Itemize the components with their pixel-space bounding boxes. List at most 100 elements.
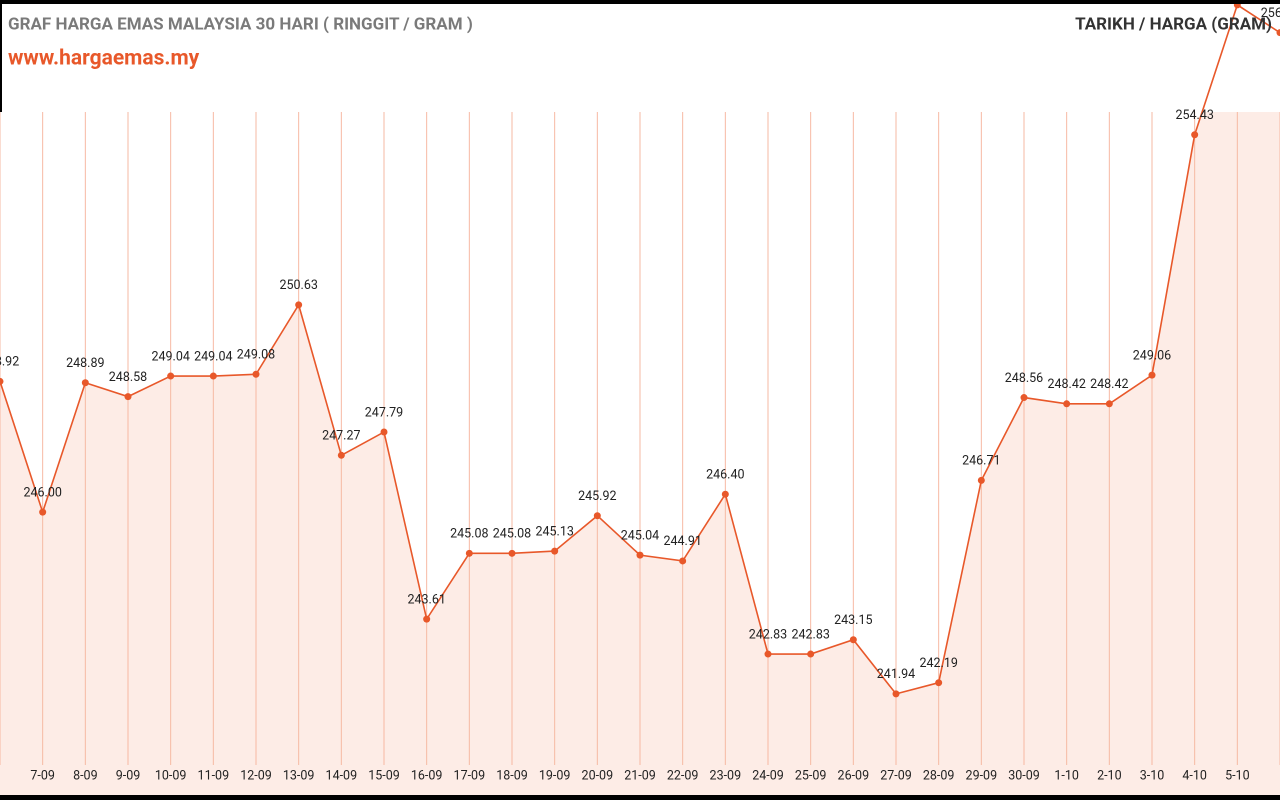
value-label: 247.27: [322, 429, 360, 444]
point: [423, 615, 431, 623]
x-tick-label: 14-09: [326, 768, 358, 783]
value-label: 247.79: [365, 405, 403, 420]
x-tick-label: 29-09: [966, 768, 998, 783]
value-label: 248.42: [1090, 377, 1128, 392]
point: [508, 549, 516, 557]
header-bg: [0, 0, 1280, 112]
value-label: 246.40: [706, 468, 744, 483]
x-tick-label: 19-09: [539, 768, 571, 783]
x-tick-label: 30-09: [1008, 768, 1040, 783]
value-label: 241.94: [877, 667, 915, 682]
value-label: 248.42: [1047, 377, 1085, 392]
point: [465, 549, 473, 557]
value-label: 242.83: [791, 627, 829, 642]
point: [636, 551, 644, 559]
point: [0, 377, 4, 385]
point: [124, 393, 132, 401]
value-label: 245.08: [493, 527, 531, 542]
value-label: 243.15: [834, 613, 872, 628]
point: [593, 512, 601, 520]
point: [764, 650, 772, 658]
point: [209, 372, 217, 380]
point: [337, 451, 345, 459]
x-tick-label: 23-09: [710, 768, 742, 783]
x-tick-label: 12-09: [240, 768, 272, 783]
x-tick-label: 26-09: [838, 768, 870, 783]
value-label: 245.92: [578, 489, 616, 504]
point: [1148, 371, 1156, 379]
point: [39, 508, 47, 516]
bottom-border: [0, 795, 1280, 800]
x-tick-label: 8-09: [73, 768, 98, 783]
point: [935, 679, 943, 687]
point: [81, 379, 89, 387]
x-tick-label: 7-09: [30, 768, 55, 783]
point: [1063, 400, 1071, 408]
x-tick-label: 21-09: [624, 768, 656, 783]
x-tick-label: 25-09: [795, 768, 827, 783]
value-label: 254.43: [1175, 108, 1213, 123]
value-label: 245.08: [450, 527, 488, 542]
point: [167, 372, 175, 380]
point: [721, 490, 729, 498]
chart-subtitle: www.hargaemas.my: [8, 47, 200, 71]
point: [849, 636, 857, 644]
x-tick-label: 27-09: [880, 768, 912, 783]
point: [380, 428, 388, 436]
point: [807, 650, 815, 658]
value-label: 246.71: [962, 454, 1000, 469]
value-label: 248.58: [109, 370, 147, 385]
legend-label: TARIKH / HARGA (GRAM): [1075, 14, 1272, 34]
x-tick-label: 24-09: [752, 768, 784, 783]
point: [1276, 29, 1280, 37]
x-tick-label: 15-09: [368, 768, 400, 783]
x-tick-label: 5-10: [1225, 768, 1250, 783]
x-tick-label: 18-09: [496, 768, 528, 783]
value-label: 248.89: [66, 356, 104, 371]
x-tick-label: 20-09: [582, 768, 614, 783]
point: [1020, 394, 1028, 402]
point: [551, 547, 559, 555]
value-label: 244.91: [663, 534, 701, 549]
value-label: 245.04: [621, 528, 659, 543]
value-label: 250.63: [279, 278, 317, 293]
x-tick-label: 16-09: [411, 768, 443, 783]
value-label: 246.00: [23, 485, 61, 500]
x-tick-label: 4-10: [1182, 768, 1207, 783]
x-tick-label: 3-10: [1140, 768, 1165, 783]
x-tick-label: 1-10: [1054, 768, 1079, 783]
value-label: 245.13: [535, 524, 573, 539]
point: [977, 476, 985, 484]
chart-title: GRAF HARGA EMAS MALAYSIA 30 HARI ( RINGG…: [8, 14, 473, 34]
x-tick-label: 9-09: [116, 768, 141, 783]
point: [295, 301, 303, 309]
point: [679, 557, 687, 565]
area-fill: [0, 4, 1280, 796]
x-tick-label: 22-09: [667, 768, 699, 783]
value-label: 248.56: [1005, 371, 1043, 386]
point: [1191, 131, 1199, 139]
x-tick-label: 11-09: [198, 768, 230, 783]
point: [252, 370, 260, 378]
value-label: 242.19: [919, 656, 957, 671]
value-label: 242.83: [749, 627, 787, 642]
value-label: 249.08: [237, 348, 275, 363]
x-tick-label: 28-09: [923, 768, 955, 783]
value-label: 243.61: [407, 592, 445, 607]
value-label: 249.04: [194, 349, 232, 364]
left-border: [0, 0, 2, 112]
value-label: 256.71: [1261, 6, 1280, 21]
top-border: [0, 0, 1280, 4]
value-label: 248.92: [0, 355, 19, 370]
value-label: 249.04: [151, 349, 189, 364]
x-tick-label: 17-09: [454, 768, 486, 783]
point: [1105, 400, 1113, 408]
value-label: 249.06: [1133, 348, 1171, 363]
x-tick-label: 13-09: [283, 768, 315, 783]
point: [892, 690, 900, 698]
x-tick-label: 2-10: [1097, 768, 1122, 783]
x-tick-label: 10-09: [155, 768, 187, 783]
